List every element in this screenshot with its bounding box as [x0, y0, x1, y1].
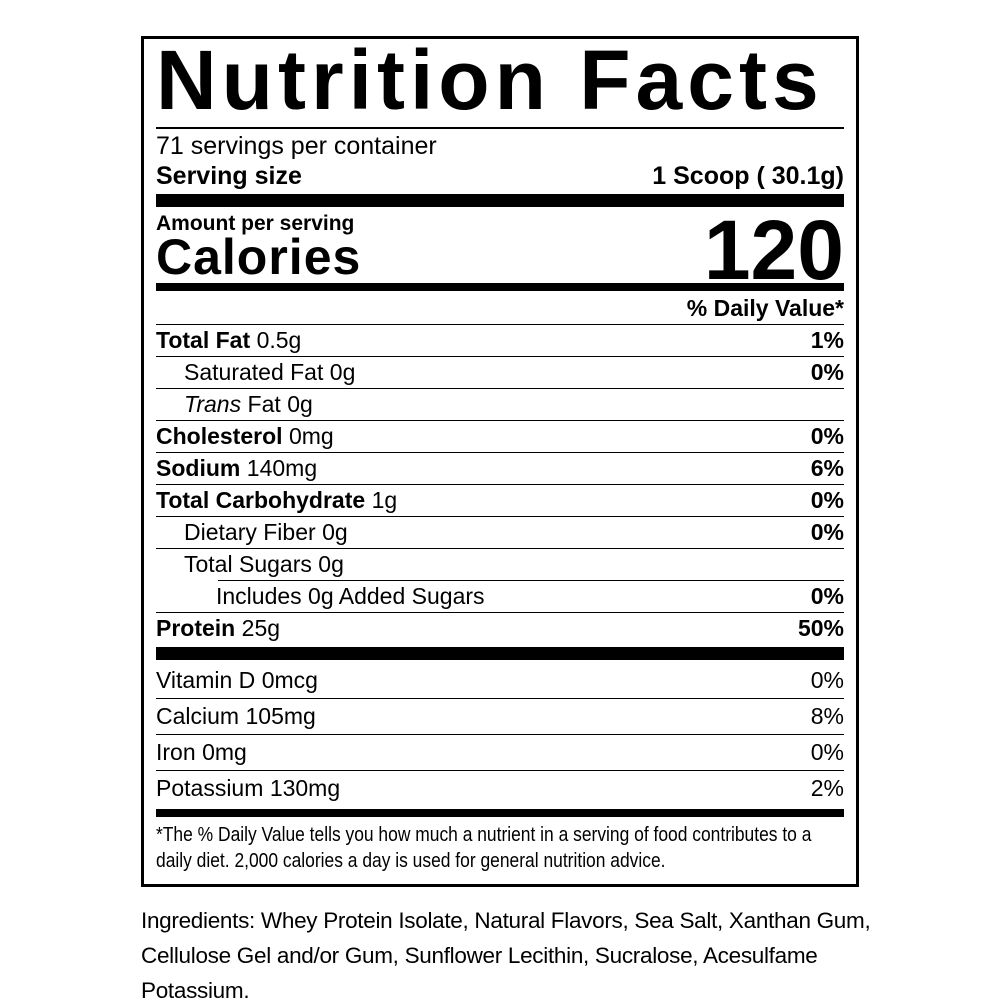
nutrient-name: Sodium	[156, 454, 241, 481]
nutrient-dv: 2%	[810, 774, 844, 801]
nutrient-dv: 0%	[810, 666, 844, 693]
nutrient-row-total-carbohydrate: Total Carbohydrate 1g 0%	[156, 483, 844, 516]
nutrient-dv: 6%	[810, 454, 844, 481]
nutrient-amount: 0g	[322, 518, 348, 545]
nutrient-amount: 0g	[318, 550, 344, 577]
nutrient-row-saturated-fat: Saturated Fat 0g 0%	[156, 355, 844, 388]
nutrient-name-amount: Cholesterol 0mg	[156, 421, 334, 452]
nutrient-name-amount: Saturated Fat 0g	[156, 357, 355, 388]
thick-divider-bar	[156, 646, 844, 660]
nutrient-amount: 0mg	[288, 422, 334, 449]
nutrient-name: Protein	[156, 614, 236, 641]
nutrient-amount: 105mg	[245, 702, 316, 729]
label-title: Nutrition Facts	[156, 38, 844, 129]
nutrient-dv: 50%	[797, 614, 844, 641]
nutrient-amount: 140mg	[246, 454, 318, 481]
nutrient-amount: 0g	[287, 390, 313, 417]
ingredients-text: Ingredients: Whey Protein Isolate, Natur…	[141, 907, 871, 1001]
nutrient-dv: 0%	[810, 518, 844, 545]
vitamin-row-iron: Iron 0mg 0%	[156, 733, 844, 770]
indented-divider	[218, 579, 844, 581]
nutrient-name: Dietary Fiber	[184, 518, 316, 545]
nutrient-amount: 130mg	[269, 774, 341, 801]
nutrient-name-amount: Calcium 105mg	[156, 699, 316, 734]
nutrient-amount: 0.5g	[256, 326, 302, 353]
nutrient-row-sodium: Sodium 140mg 6%	[156, 451, 844, 484]
nutrient-dv: 0%	[810, 738, 844, 765]
calories-section: Amount per serving Calories 120	[156, 202, 844, 297]
nutrient-name: Calcium	[156, 702, 240, 729]
medium-divider-bar	[156, 808, 844, 817]
nutrient-amount: 25g	[241, 614, 281, 641]
nutrient-name: Total Fat	[156, 326, 251, 353]
vitamin-row-potassium: Potassium 130mg 2%	[156, 769, 844, 806]
nutrient-name: Fat	[247, 390, 281, 417]
nutrition-facts-label: Nutrition Facts 71 servings per containe…	[141, 36, 859, 887]
nutrient-name-amount: Vitamin D 0mcg	[156, 663, 318, 698]
medium-divider-bar	[156, 282, 844, 291]
nutrient-row-protein: Protein 25g 50%	[156, 611, 844, 644]
nutrient-name: Iron	[156, 738, 196, 765]
daily-value-footnote: *The % Daily Value tells you how much a …	[156, 822, 812, 872]
nutrient-name-italic: Trans	[184, 390, 242, 417]
servings-per-container: 71 servings per container	[156, 131, 437, 160]
nutrient-row-added-sugars: Includes 0g Added Sugars 0%	[156, 581, 844, 612]
nutrient-name: Saturated Fat	[184, 358, 324, 385]
nutrient-name: Total Sugars	[184, 550, 312, 577]
amount-per-serving-label: Amount per serving	[156, 211, 355, 235]
nutrient-dv: 8%	[810, 702, 844, 729]
vitamin-row-vitamin-d: Vitamin D 0mcg 0%	[156, 663, 844, 698]
vitamin-row-calcium: Calcium 105mg 8%	[156, 697, 844, 734]
nutrient-amount: 1g	[371, 486, 398, 513]
nutrient-name: Potassium	[156, 774, 264, 801]
nutrient-name: Total Carbohydrate	[156, 486, 366, 513]
nutrient-amount: 0mg	[202, 738, 247, 765]
nutrient-name: Vitamin D	[156, 666, 256, 693]
nutrient-name-amount: Potassium 130mg	[156, 771, 340, 806]
daily-value-header: % Daily Value*	[156, 294, 844, 325]
nutrient-name-amount: Dietary Fiber 0g	[156, 517, 348, 548]
nutrient-name-amount: Iron 0mg	[156, 735, 247, 770]
nutrient-name-amount: Total Carbohydrate 1g	[156, 485, 397, 516]
serving-size-value: 1 Scoop ( 30.1g)	[652, 161, 844, 190]
nutrient-name-amount: Sodium 140mg	[156, 453, 317, 484]
nutrient-row-trans-fat: Trans Fat 0g	[156, 387, 844, 420]
serving-size-label: Serving size	[156, 161, 302, 190]
calories-label: Calories	[156, 228, 362, 285]
nutrient-dv: 0%	[810, 422, 844, 449]
nutrient-name-amount: Includes 0g Added Sugars	[156, 581, 485, 612]
calories-value: 120	[703, 202, 844, 297]
nutrient-amount: 0mcg	[261, 666, 318, 693]
nutrient-name: Includes 0g Added Sugars	[216, 582, 485, 609]
calories-left-column: Amount per serving Calories	[156, 211, 362, 285]
nutrient-name-amount: Total Sugars 0g	[156, 549, 344, 580]
nutrient-dv: 0%	[810, 486, 844, 513]
nutrient-row-total-sugars: Total Sugars 0g	[156, 547, 844, 580]
nutrient-row-dietary-fiber: Dietary Fiber 0g 0%	[156, 515, 844, 548]
nutrient-row-total-fat: Total Fat 0.5g 1%	[156, 325, 844, 356]
nutrient-amount: 0g	[329, 358, 356, 385]
nutrient-name-amount: Protein 25g	[156, 613, 280, 644]
nutrient-dv: 0%	[810, 358, 844, 385]
nutrient-name-amount: Total Fat 0.5g	[156, 325, 301, 356]
nutrient-name: Cholesterol	[156, 422, 283, 449]
nutrient-row-cholesterol: Cholesterol 0mg 0%	[156, 419, 844, 452]
nutrient-name-amount: Trans Fat 0g	[156, 389, 313, 420]
nutrient-dv: 0%	[810, 582, 844, 609]
nutrient-dv: 1%	[810, 326, 844, 353]
thick-divider-bar	[156, 193, 844, 207]
serving-size-row: Serving size 1 Scoop ( 30.1g)	[156, 161, 844, 191]
